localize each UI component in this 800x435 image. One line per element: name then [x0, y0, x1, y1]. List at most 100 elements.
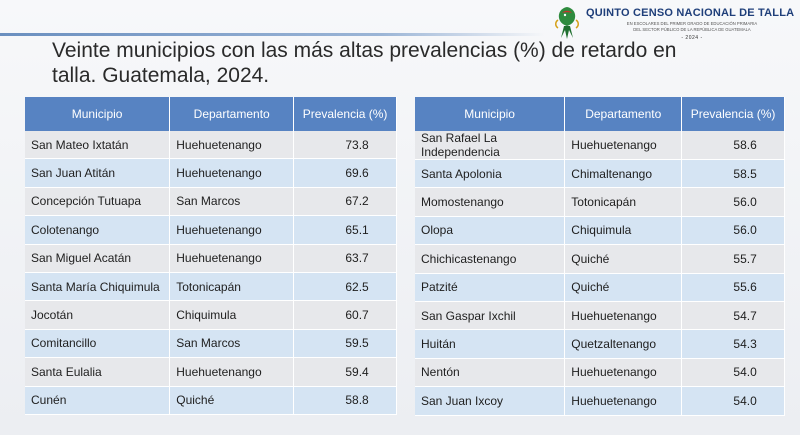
- table-header-row: Municipio Departamento Prevalencia (%): [25, 97, 397, 131]
- table-row: Colotenango Huehuetenango 65.1: [25, 215, 397, 245]
- cell-municipio: Santa María Chiquimula: [25, 272, 171, 302]
- slide-title: Veinte municipios con las más altas prev…: [52, 38, 692, 88]
- cell-municipio: Jocotán: [25, 300, 171, 330]
- cell-prevalencia: 59.5: [293, 329, 397, 359]
- cell-prevalencia: 58.5: [681, 159, 785, 189]
- cell-departamento: Huehuetenango: [169, 158, 295, 188]
- table-row: San Juan Ixcoy Huehuetenango 54.0: [415, 386, 785, 416]
- cell-municipio-line-2: Independencia: [421, 145, 500, 159]
- cell-prevalencia: 55.6: [681, 273, 785, 302]
- cell-departamento: Chiquimula: [564, 216, 683, 246]
- cell-municipio: San Gaspar Ixchil: [415, 301, 566, 331]
- cell-prevalencia: 56.0: [681, 216, 785, 246]
- cell-municipio: Comitancillo: [25, 329, 171, 359]
- cell-departamento: Quiché: [564, 244, 683, 274]
- cell-prevalencia: 73.8: [293, 131, 397, 160]
- header-municipio: Municipio: [25, 97, 171, 131]
- cell-departamento: Quiché: [169, 386, 295, 415]
- cell-prevalencia: 54.3: [681, 329, 785, 359]
- cell-departamento: Huehuetenango: [564, 301, 683, 331]
- table-row: San Miguel Acatán Huehuetenango 63.7: [25, 244, 397, 273]
- cell-departamento: Chimaltenango: [564, 159, 683, 189]
- logo-subtitle-1: EN ESCOLARES DEL PRIMER GRADO DE EDUCACI…: [626, 21, 758, 26]
- table-row: Santa Eulalia Huehuetenango 59.4: [25, 357, 397, 387]
- cell-municipio: Cunén: [25, 386, 171, 415]
- logo-subtitle-2: DEL SECTOR PÚBLICO DE LA REPÚBLICA DE GU…: [633, 27, 751, 32]
- table-row: Nentón Huehuetenango 54.0: [415, 358, 785, 388]
- cell-municipio: Huitán: [415, 329, 566, 359]
- cell-departamento: Huehuetenango: [564, 131, 683, 160]
- cell-municipio: San Juan Ixcoy: [415, 386, 566, 416]
- cell-departamento: Quiché: [564, 273, 683, 302]
- header-prevalencia: Prevalencia (%): [293, 97, 397, 131]
- cell-prevalencia: 60.7: [293, 300, 397, 330]
- cell-prevalencia: 62.5: [293, 272, 397, 302]
- cell-prevalencia: 54.7: [681, 301, 785, 331]
- quetzal-icon: [555, 7, 579, 39]
- cell-prevalencia: 56.0: [681, 187, 785, 217]
- table-row: Patzité Quiché 55.6: [415, 273, 785, 302]
- right-table: Municipio Departamento Prevalencia (%) S…: [415, 97, 785, 416]
- cell-departamento: San Marcos: [169, 187, 295, 217]
- header-municipio: Municipio: [415, 97, 566, 131]
- cell-departamento: Huehuetenango: [564, 386, 683, 416]
- table-row: San Gaspar Ixchil Huehuetenango 54.7: [415, 301, 785, 331]
- table-row: San Rafael La Independencia Huehuetenang…: [415, 131, 785, 160]
- table-row: Jocotán Chiquimula 60.7: [25, 300, 397, 330]
- table-row: Concepción Tutuapa San Marcos 67.2: [25, 187, 397, 217]
- table-row: Olopa Chiquimula 56.0: [415, 216, 785, 246]
- cell-municipio: Momostenango: [415, 187, 566, 217]
- cell-departamento: Huehuetenango: [564, 358, 683, 388]
- cell-departamento: Huehuetenango: [169, 244, 295, 273]
- cell-municipio: Colotenango: [25, 215, 171, 245]
- slide-title-line-1: Veinte municipios con las más altas prev…: [52, 39, 677, 62]
- cell-departamento: Huehuetenango: [169, 215, 295, 245]
- cell-departamento: Totonicapán: [564, 187, 683, 217]
- cell-municipio: Santa Apolonia: [415, 159, 566, 189]
- table-row: Comitancillo San Marcos 59.5: [25, 329, 397, 359]
- header-prevalencia: Prevalencia (%): [681, 97, 785, 131]
- cell-departamento: Chiquimula: [169, 300, 295, 330]
- cell-prevalencia: 54.0: [681, 386, 785, 416]
- cell-departamento: Huehuetenango: [169, 357, 295, 387]
- table-row: San Mateo Ixtatán Huehuetenango 73.8: [25, 131, 397, 160]
- table-row: Momostenango Totonicapán 56.0: [415, 187, 785, 217]
- cell-prevalencia: 63.7: [293, 244, 397, 273]
- cell-departamento: Quetzaltenango: [564, 329, 683, 359]
- cell-municipio: Nentón: [415, 358, 566, 388]
- table-row: San Juan Atitán Huehuetenango 69.6: [25, 158, 397, 188]
- cell-municipio: Olopa: [415, 216, 566, 246]
- table-row: Santa María Chiquimula Totonicapán 62.5: [25, 272, 397, 302]
- cell-prevalencia: 58.8: [293, 386, 397, 415]
- cell-prevalencia: 69.6: [293, 158, 397, 188]
- table-header-row: Municipio Departamento Prevalencia (%): [415, 97, 785, 131]
- cell-municipio: Patzité: [415, 273, 566, 302]
- cell-municipio: Santa Eulalia: [25, 357, 171, 387]
- top-accent-band: [0, 33, 545, 36]
- cell-departamento: Huehuetenango: [169, 131, 295, 160]
- cell-municipio-line-1: San Rafael La: [421, 131, 498, 145]
- table-row: Santa Apolonia Chimaltenango 58.5: [415, 159, 785, 189]
- header-departamento: Departamento: [169, 97, 295, 131]
- cell-prevalencia: 67.2: [293, 187, 397, 217]
- table-row: Huitán Quetzaltenango 54.3: [415, 329, 785, 359]
- cell-municipio: Concepción Tutuapa: [25, 187, 171, 217]
- census-logo: QUINTO CENSO NACIONAL DE TALLA EN ESCOLA…: [552, 4, 800, 42]
- cell-prevalencia: 58.6: [681, 131, 785, 160]
- cell-prevalencia: 65.1: [293, 215, 397, 245]
- cell-departamento: San Marcos: [169, 329, 295, 359]
- cell-municipio: San Mateo Ixtatán: [25, 131, 171, 160]
- logo-year: - 2024 -: [681, 35, 703, 41]
- left-table: Municipio Departamento Prevalencia (%) S…: [25, 97, 397, 415]
- slide-title-line-2: talla. Guatemala, 2024.: [52, 64, 270, 87]
- cell-municipio: Chichicastenango: [415, 244, 566, 274]
- logo-title: QUINTO CENSO NACIONAL DE TALLA: [586, 7, 795, 19]
- cell-prevalencia: 54.0: [681, 358, 785, 388]
- cell-prevalencia: 55.7: [681, 244, 785, 274]
- table-row: Cunén Quiché 58.8: [25, 386, 397, 415]
- cell-municipio: San Juan Atitán: [25, 158, 171, 188]
- cell-departamento: Totonicapán: [169, 272, 295, 302]
- cell-municipio: San Rafael La Independencia: [415, 131, 566, 160]
- cell-prevalencia: 59.4: [293, 357, 397, 387]
- cell-municipio: San Miguel Acatán: [25, 244, 171, 273]
